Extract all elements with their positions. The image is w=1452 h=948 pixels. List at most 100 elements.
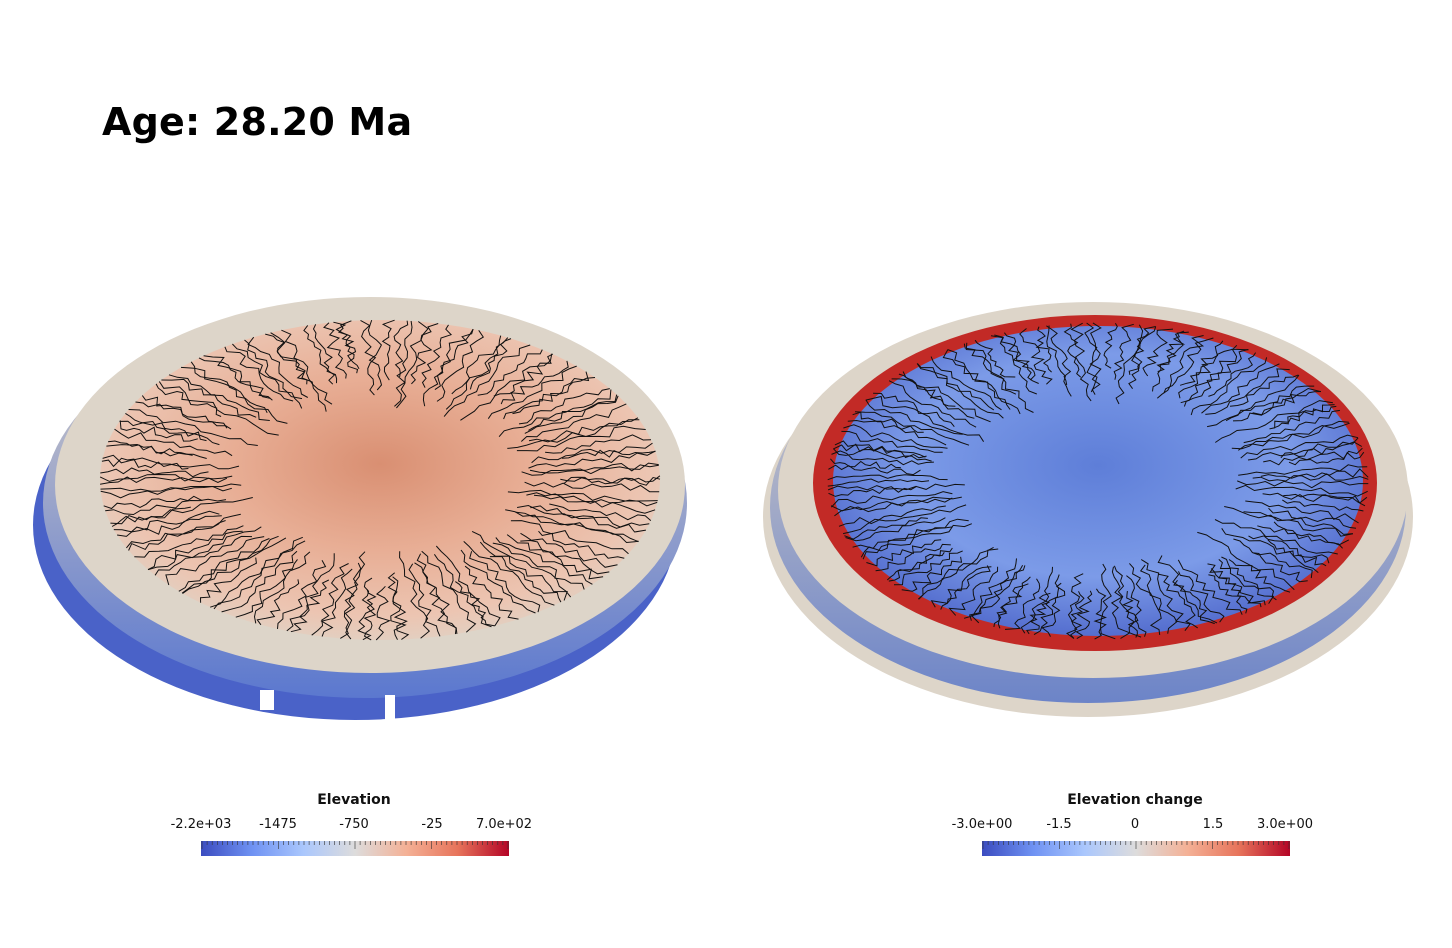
river-path (516, 425, 646, 452)
river-path (235, 559, 298, 618)
river-path (199, 557, 257, 603)
river-path (1238, 420, 1349, 451)
river-path (117, 515, 222, 537)
river-path (101, 457, 189, 470)
river-path (827, 483, 965, 491)
river-path (827, 478, 930, 487)
river-path (141, 395, 228, 429)
river-path (1214, 519, 1338, 555)
river-path (845, 517, 946, 542)
river-path (1142, 328, 1174, 377)
river-path (1225, 385, 1315, 422)
elevation-render-view[interactable] (30, 285, 695, 730)
river-path (963, 558, 1017, 619)
river-path (1210, 568, 1262, 608)
river-path (1140, 559, 1191, 632)
river-path (105, 498, 227, 516)
river-path (828, 485, 917, 497)
river-path (311, 563, 349, 636)
river-path (253, 551, 311, 624)
river-path (487, 365, 577, 419)
river-path (495, 537, 593, 585)
river-path (1177, 559, 1243, 615)
river-path (265, 333, 308, 385)
river-path (247, 336, 309, 398)
river-path (110, 497, 253, 525)
river-path (520, 532, 618, 568)
river-path (387, 572, 407, 640)
river-path (1113, 565, 1142, 638)
river-path (965, 342, 1034, 413)
river-path (114, 428, 233, 457)
river-path (1139, 564, 1178, 634)
river-path (1245, 500, 1359, 524)
river-path (102, 454, 240, 470)
river-path (1019, 328, 1053, 385)
river-path (451, 335, 502, 395)
river-path (830, 458, 901, 469)
river-path (203, 355, 273, 401)
river-path (930, 356, 1002, 411)
river-path (524, 481, 660, 493)
river-path (1070, 591, 1085, 639)
river-path (1046, 325, 1072, 397)
tick-label: 1.5 (1202, 817, 1224, 832)
river-path (917, 363, 995, 411)
river-path (1201, 363, 1280, 414)
river-path (1215, 400, 1333, 443)
river-path (940, 565, 991, 610)
river-path (901, 556, 963, 592)
river-path (1262, 492, 1366, 507)
river-path (381, 319, 395, 381)
river-path (942, 349, 1011, 410)
river-path (464, 565, 519, 620)
river-path (479, 541, 568, 601)
river-path (323, 322, 347, 379)
river-path (108, 440, 193, 456)
river-path (507, 419, 640, 449)
river-path (135, 401, 232, 430)
river-path (1282, 499, 1364, 512)
river-path (500, 360, 569, 405)
river-path (917, 548, 999, 600)
river-path (337, 320, 360, 370)
river-path (210, 536, 303, 608)
river-path (414, 562, 457, 635)
river-path (1026, 592, 1051, 635)
river-path (489, 555, 562, 603)
river-path (125, 412, 207, 442)
river-path (128, 409, 258, 446)
river-path (1248, 535, 1330, 564)
river-path (190, 361, 268, 414)
river-path (106, 443, 207, 459)
tick-label: 7.0e+02 (475, 817, 533, 832)
river-path (213, 540, 306, 610)
colorbar-gradient (982, 841, 1290, 856)
river-path (393, 320, 409, 378)
river-path (394, 320, 413, 407)
river-path (270, 332, 327, 412)
river-path (360, 319, 377, 396)
river-path (831, 491, 953, 508)
river-path (165, 536, 265, 586)
river-path (852, 411, 924, 433)
river-path (1221, 556, 1277, 601)
river-path (182, 537, 287, 594)
elevation-colorbar: Elevation -2.2e+03 -1475 -750 -25 7.0e+0… (171, 792, 532, 857)
river-path (833, 448, 932, 462)
river-path (507, 489, 658, 502)
river-path (286, 553, 335, 632)
elevation-change-disk-render (763, 302, 1413, 717)
river-path (828, 464, 921, 476)
river-path (1205, 368, 1290, 415)
river-path (367, 319, 383, 391)
river-path (1075, 590, 1093, 640)
elevation-change-render-view[interactable] (758, 285, 1420, 730)
colorbar-ticks: -2.2e+03 -1475 -750 -25 7.0e+02 (171, 817, 532, 835)
river-path (1020, 566, 1053, 634)
river-path (1207, 374, 1300, 428)
river-path (1089, 322, 1102, 395)
river-path (103, 495, 203, 510)
river-path (1197, 531, 1295, 591)
river-path (524, 395, 619, 434)
